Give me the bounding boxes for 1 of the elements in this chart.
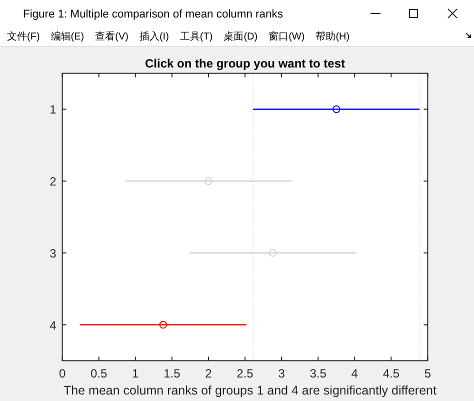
title: Click on the group you want to test: [145, 56, 345, 70]
